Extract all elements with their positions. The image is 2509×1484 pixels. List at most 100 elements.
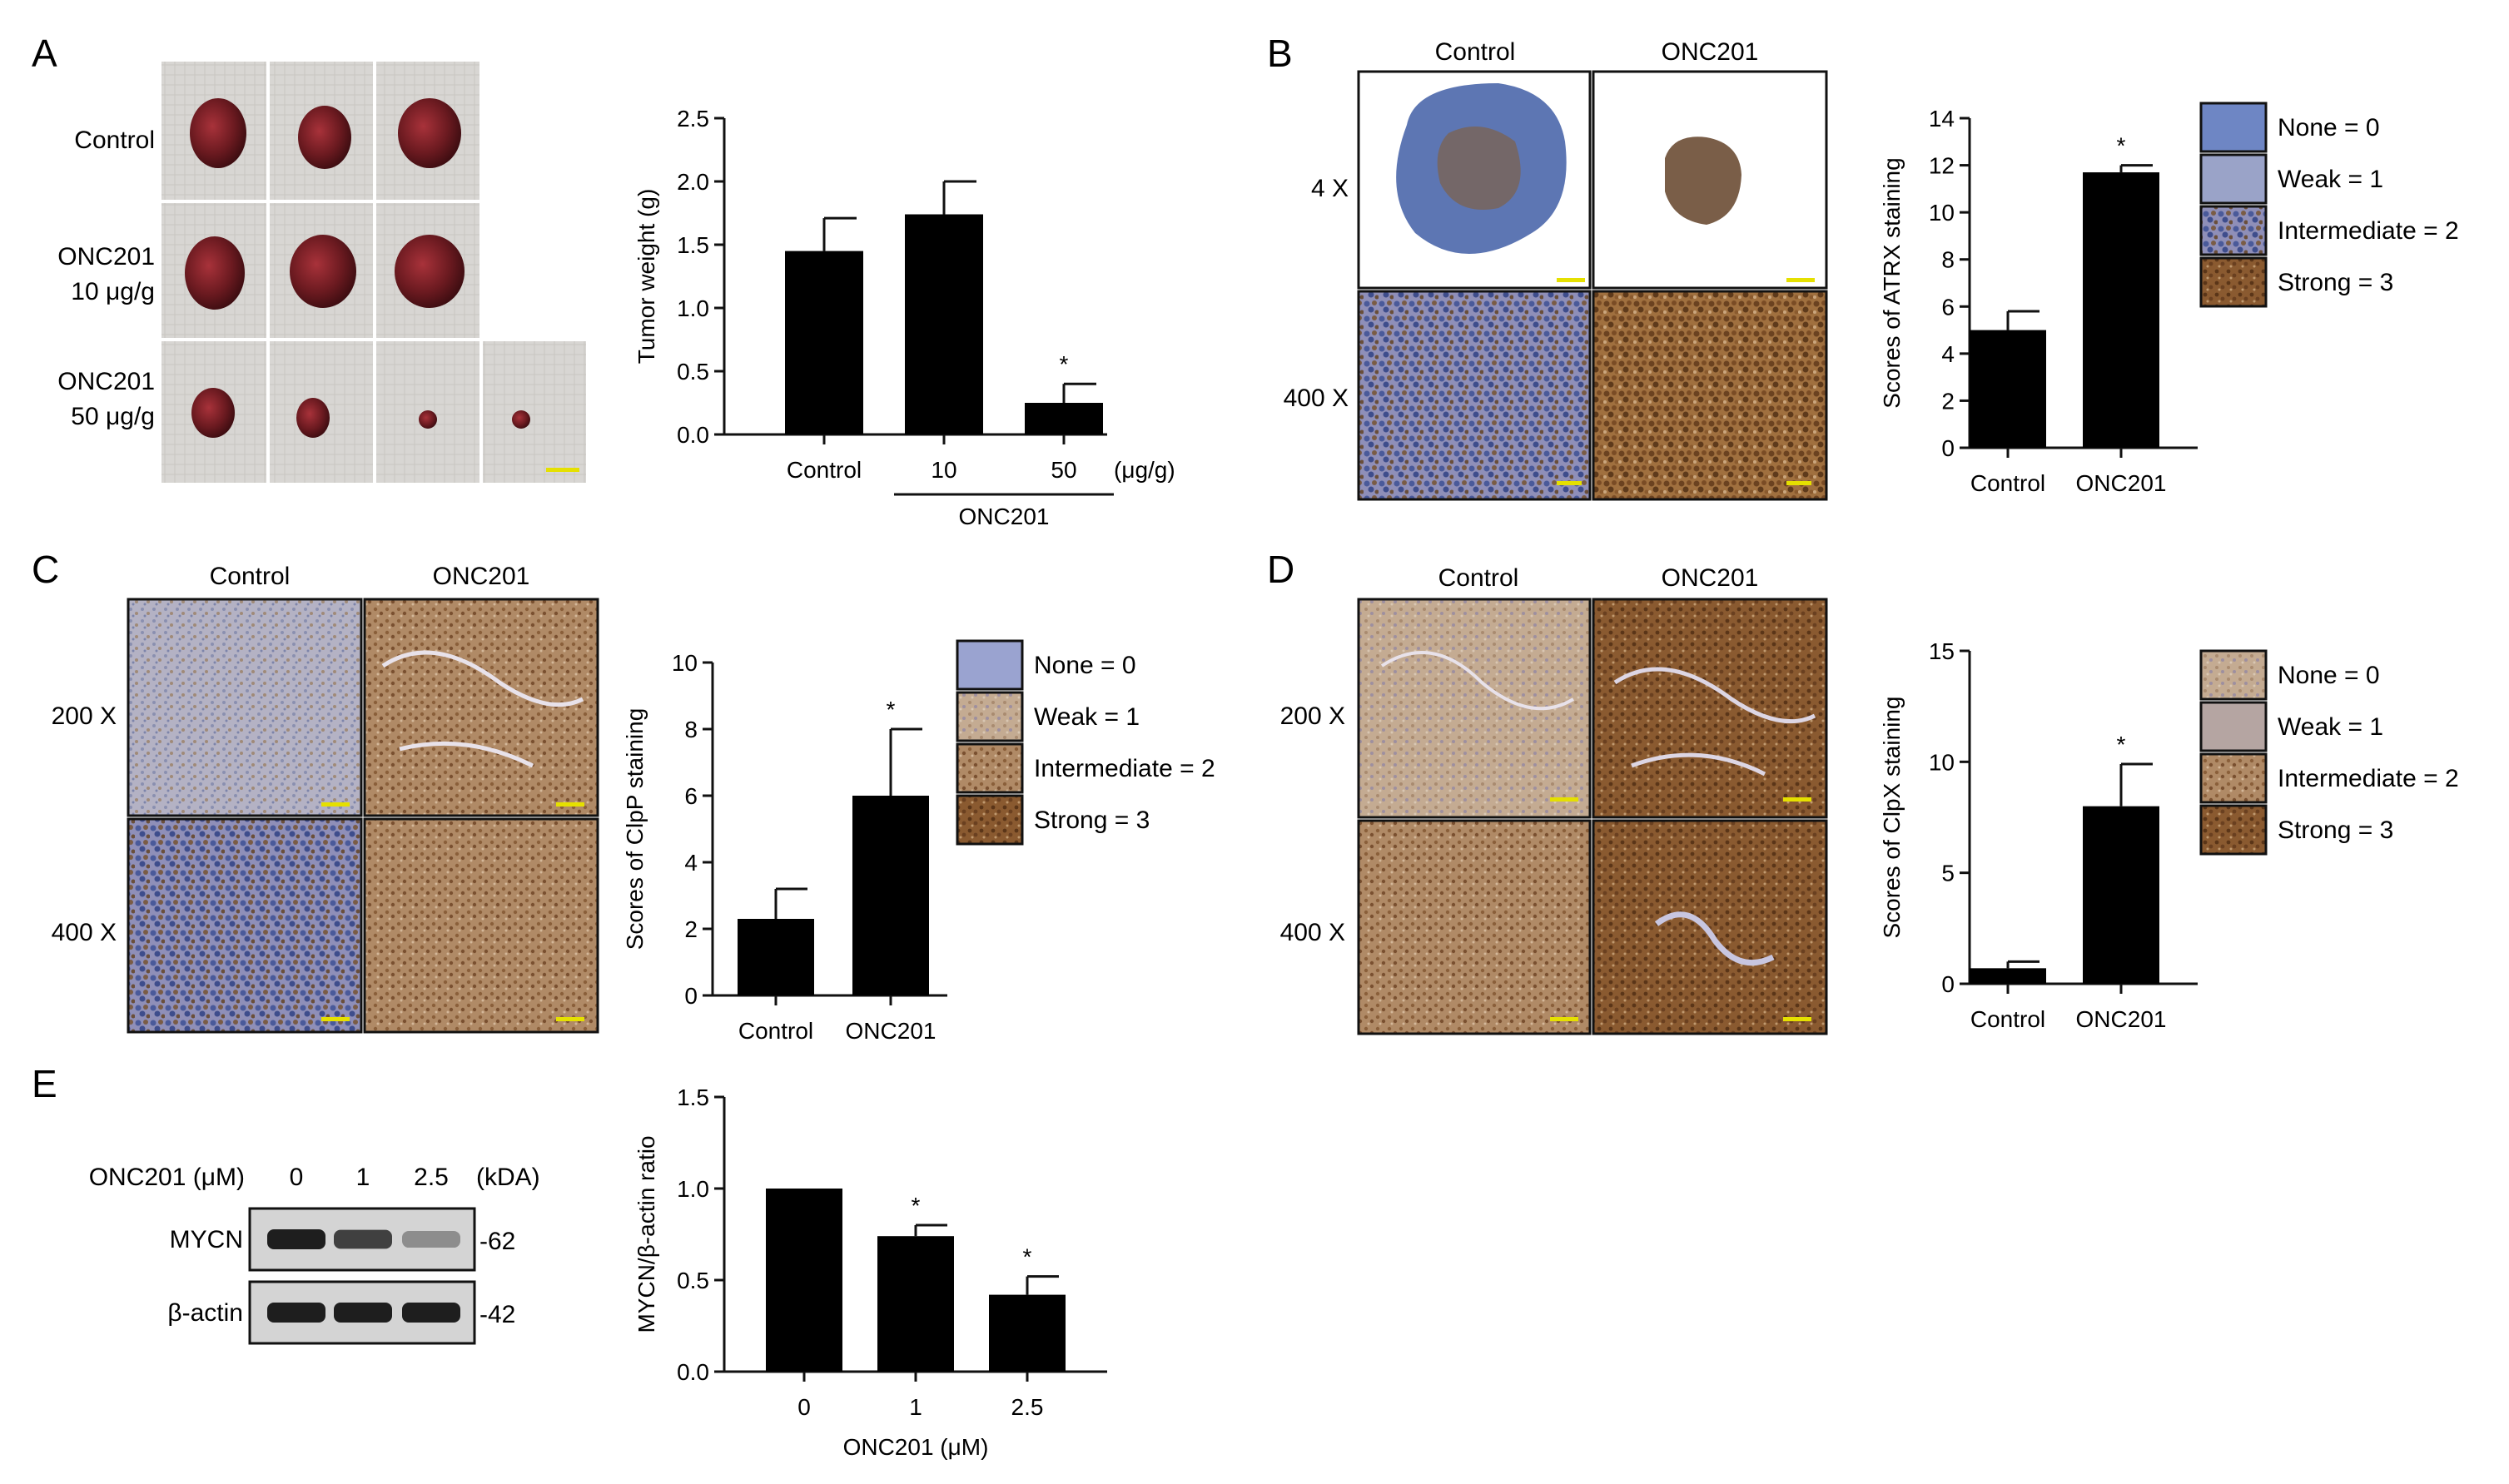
bar [766,1189,842,1372]
y-tick-label: 14 [1929,106,1955,132]
y-axis-label: Tumor weight (g) [633,189,659,365]
y-axis-label: Scores of ClpX staining [1879,696,1905,938]
bar [989,1294,1066,1372]
y-axis-label: Scores of ClpP staining [622,708,648,950]
panel-letter-d: D [1267,548,1294,591]
legend-label-none: None = 0 [2278,114,2380,141]
legend-label-weak: Weak = 1 [2278,713,2383,741]
legend-swatch [2199,153,2268,205]
blot-row-label: MYCN [170,1226,243,1253]
significance-marker: * [1060,351,1069,377]
bar [1025,403,1103,434]
blot-dose-2-5: 2.5 [414,1164,449,1191]
magnification-200x: 200 X [52,702,117,730]
y-tick-label: 2.5 [677,106,709,132]
significance-marker: * [2117,133,2126,159]
bar [1970,330,2046,448]
blot-row-label: β-actin [167,1299,243,1327]
x-tick-label: 1 [909,1394,922,1420]
row-label-onc201-10-line1: ONC201 [57,243,155,270]
bar [905,214,983,434]
legend-label-none: None = 0 [1034,652,1136,679]
tumor-image [398,98,461,168]
bar [852,796,929,995]
tumor-image [512,410,530,429]
legend-swatch [2199,102,2268,153]
magnification-200x: 200 X [1280,702,1345,730]
significance-marker: * [1023,1244,1032,1270]
tumor-image [419,410,437,429]
y-tick-label: 8 [1941,247,1955,273]
legend-label-none: None = 0 [2278,662,2380,689]
panel-letter-b: B [1267,32,1293,75]
x-axis-label: ONC201 (μM) [843,1434,989,1460]
legend-swatch [2199,256,2268,308]
legend-label-strong: Strong = 3 [1034,807,1150,834]
y-tick-label: 0 [1941,435,1955,461]
bar [2083,806,2159,984]
ihc-image-grid-c [127,598,599,1034]
legend-swatch [2199,701,2268,752]
magnification-400x: 400 X [52,919,117,946]
bar [1970,968,2046,984]
blot-band [267,1303,325,1323]
x-unit-label: (μg/g) [1114,457,1175,483]
y-tick-label: 2 [1941,388,1955,414]
y-tick-label: 10 [672,650,698,676]
blot-band [334,1229,392,1249]
blot-band [402,1303,460,1323]
tumor-image [296,398,330,438]
y-tick-label: 12 [1929,153,1955,179]
tumor-image [191,388,235,438]
chart-atrx-staining: 0 2 4 6 8 10 12 14 Scores of ATRX staining Contro… [1879,106,2198,496]
legend-label-intermediate: Intermediate = 2 [1034,755,1215,782]
blot-band [267,1229,325,1249]
x-tick-label: ONC201 [846,1018,937,1044]
legend-swatch [956,794,1024,846]
y-tick-label: 5 [1941,861,1955,886]
magnification-400x: 400 X [1284,385,1349,412]
y-tick-label: 4 [684,850,698,876]
significance-marker: * [887,697,896,722]
panel-letter-e: E [32,1062,57,1105]
group-label: ONC201 [959,504,1050,529]
y-tick-label: 0.0 [677,422,709,448]
tumor-image [298,106,351,169]
blot-dose-1: 1 [356,1164,370,1191]
western-blot: MYCN -62 β-actin -42 [167,1207,515,1345]
bar [877,1236,954,1372]
legend-swatch [2199,804,2268,856]
tumor-image [185,236,245,310]
y-tick-label: 10 [1929,200,1955,226]
x-tick-label: ONC201 [2076,1006,2167,1032]
legend-b: None = 0 Weak = 1 Intermediate = 2 Stron… [2199,102,2459,308]
row-label-onc201-50-line2: 50 μg/g [71,403,155,430]
scale-bar [546,468,579,472]
chart-tumor-weight: 0.0 0.5 1.0 1.5 2.0 2.5 Tumor weight (g) Contro… [633,106,1175,529]
magnification-400x: 400 X [1280,919,1345,946]
tumor-image [190,98,246,168]
legend-label-intermediate: Intermediate = 2 [2278,765,2459,792]
y-tick-label: 6 [1941,294,1955,320]
panel-letter-a: A [32,32,57,75]
x-tick-label: 0 [797,1394,811,1420]
legend-c: None = 0 Weak = 1 Intermediate = 2 Stron… [956,639,1215,846]
legend-label-strong: Strong = 3 [2278,816,2393,844]
x-tick-label: 50 [1051,457,1076,483]
ihc-image-grid-b [1357,70,1828,501]
row-label-onc201-50-line1: ONC201 [57,368,155,395]
legend-label-intermediate: Intermediate = 2 [2278,217,2459,245]
significance-marker: * [2117,732,2126,757]
chart-clpx-staining: 0 5 10 15 Scores of ClpX staining Control * ONC… [1879,638,2198,1032]
blot-band [334,1303,392,1323]
y-tick-label: 0 [684,983,698,1009]
y-tick-label: 1.5 [677,1084,709,1110]
blot-treatment-label: ONC201 (μM) [89,1164,245,1191]
tumor-photo-grid [161,62,586,483]
legend-label-strong: Strong = 3 [2278,269,2393,296]
y-tick-label: 2 [684,916,698,942]
column-label-onc201: ONC201 [433,563,530,590]
blot-kda-marker: -62 [479,1228,515,1255]
y-tick-label: 0.5 [677,1268,709,1293]
